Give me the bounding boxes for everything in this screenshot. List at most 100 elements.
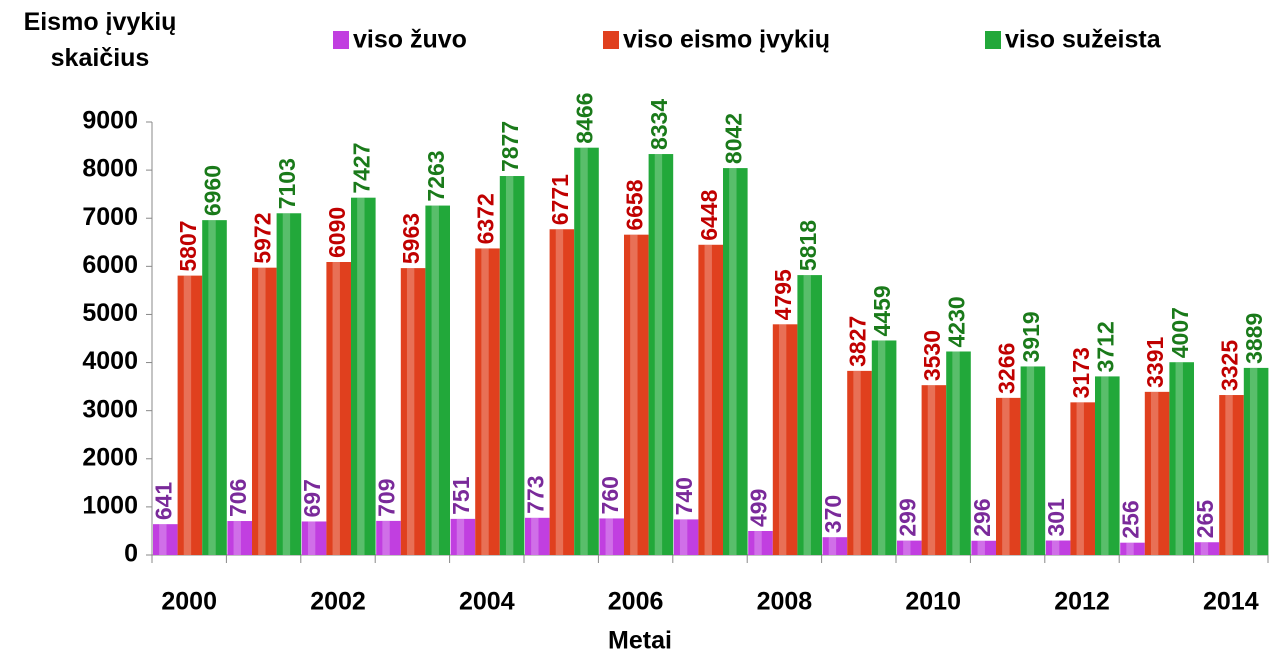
- bar-shine: [1051, 540, 1060, 555]
- data-label: 6448: [696, 189, 722, 240]
- bar-shine: [952, 351, 960, 555]
- legend-marker: [603, 31, 619, 49]
- data-label: 296: [969, 498, 995, 536]
- data-label: 7877: [497, 121, 523, 172]
- data-label: 3530: [919, 330, 945, 381]
- bar: [748, 530, 773, 555]
- y-tick-label: 9000: [82, 107, 138, 135]
- bar: [698, 244, 723, 556]
- bar: [921, 385, 947, 555]
- data-label: 697: [299, 479, 325, 517]
- bar: [301, 521, 327, 555]
- data-label: 8042: [720, 113, 746, 164]
- bar: [450, 518, 476, 555]
- bar: [599, 518, 624, 555]
- data-label: 265: [1192, 500, 1218, 539]
- bar-shine: [704, 244, 712, 556]
- bar-shine: [431, 205, 439, 555]
- data-label: 5972: [249, 213, 275, 264]
- data-label: 6658: [621, 179, 647, 230]
- bar-shine: [1126, 542, 1134, 555]
- data-label: 4459: [869, 285, 895, 336]
- bar-shine: [1225, 395, 1233, 555]
- bar-shine: [555, 229, 564, 555]
- data-label: 3889: [1241, 313, 1267, 364]
- legend-marker: [333, 31, 349, 49]
- bar-shine: [406, 268, 415, 555]
- y-tick-label: 1000: [82, 491, 138, 519]
- bar: [723, 168, 748, 555]
- data-label: 751: [448, 476, 474, 515]
- bar: [475, 248, 500, 555]
- bar-shine: [208, 220, 216, 555]
- data-label: 641: [150, 482, 176, 521]
- bar-shine: [1200, 542, 1209, 555]
- data-label: 6771: [547, 174, 573, 225]
- bar-shine: [456, 518, 465, 555]
- bar-shine: [977, 540, 985, 555]
- data-label: 773: [522, 475, 548, 513]
- data-label: 8334: [646, 99, 672, 150]
- bar: [326, 262, 351, 555]
- bar-shine: [505, 176, 514, 555]
- data-label: 6372: [473, 193, 499, 244]
- bar: [673, 519, 699, 555]
- bar: [252, 267, 277, 555]
- bar-shine: [382, 520, 390, 555]
- bar-shine: [258, 267, 266, 555]
- data-label: 5963: [398, 213, 424, 264]
- legend-marker: [985, 31, 1001, 49]
- bar-shine: [778, 324, 787, 555]
- data-label: 3266: [993, 343, 1019, 394]
- data-label: 4007: [1167, 307, 1193, 358]
- x-axis-title: Metai: [608, 627, 672, 655]
- bar: [772, 324, 798, 555]
- bar: [549, 229, 575, 555]
- bar-shine: [1002, 397, 1010, 555]
- y-tick-label: 5000: [82, 299, 138, 327]
- data-label: 3391: [1142, 336, 1168, 387]
- bar: [351, 197, 376, 555]
- bar: [400, 268, 426, 555]
- x-tick-label: 2010: [905, 588, 961, 616]
- x-tick-label: 2006: [608, 588, 664, 616]
- bar-shine: [754, 530, 762, 555]
- bar: [822, 537, 848, 555]
- x-tick-label: 2012: [1054, 588, 1110, 616]
- bar-shine: [481, 248, 489, 555]
- x-tick-label: 2014: [1203, 588, 1259, 616]
- y-tick-label: 3000: [82, 395, 138, 423]
- bar: [525, 517, 550, 555]
- bar-shine: [1175, 362, 1183, 555]
- y-tick-label: 7000: [82, 203, 138, 231]
- data-label: 760: [597, 476, 623, 514]
- bar: [1169, 362, 1194, 555]
- bar-shine: [531, 517, 539, 555]
- data-label: 709: [374, 479, 400, 517]
- bar-shine: [332, 262, 340, 555]
- data-label: 3325: [1217, 340, 1243, 391]
- bar: [1070, 402, 1095, 555]
- data-label: 3827: [845, 316, 871, 367]
- bar: [847, 370, 872, 555]
- bar: [276, 213, 302, 555]
- legend-label: viso sužeista: [1005, 26, 1162, 54]
- bar-shine: [654, 154, 663, 556]
- bar: [1020, 366, 1046, 555]
- data-label: 3919: [1018, 311, 1044, 362]
- bar: [376, 520, 401, 555]
- data-label: 6960: [200, 165, 226, 216]
- data-label: 706: [225, 479, 251, 517]
- bar-shine: [1150, 391, 1159, 555]
- bar: [624, 234, 649, 556]
- bar: [202, 220, 227, 555]
- data-label: 256: [1118, 500, 1144, 538]
- bar-shine: [183, 275, 192, 555]
- data-label: 4795: [770, 269, 796, 320]
- bar-shine: [1249, 367, 1258, 555]
- bar-shine: [1076, 402, 1084, 555]
- data-label: 7263: [423, 150, 449, 201]
- bar: [1219, 395, 1244, 555]
